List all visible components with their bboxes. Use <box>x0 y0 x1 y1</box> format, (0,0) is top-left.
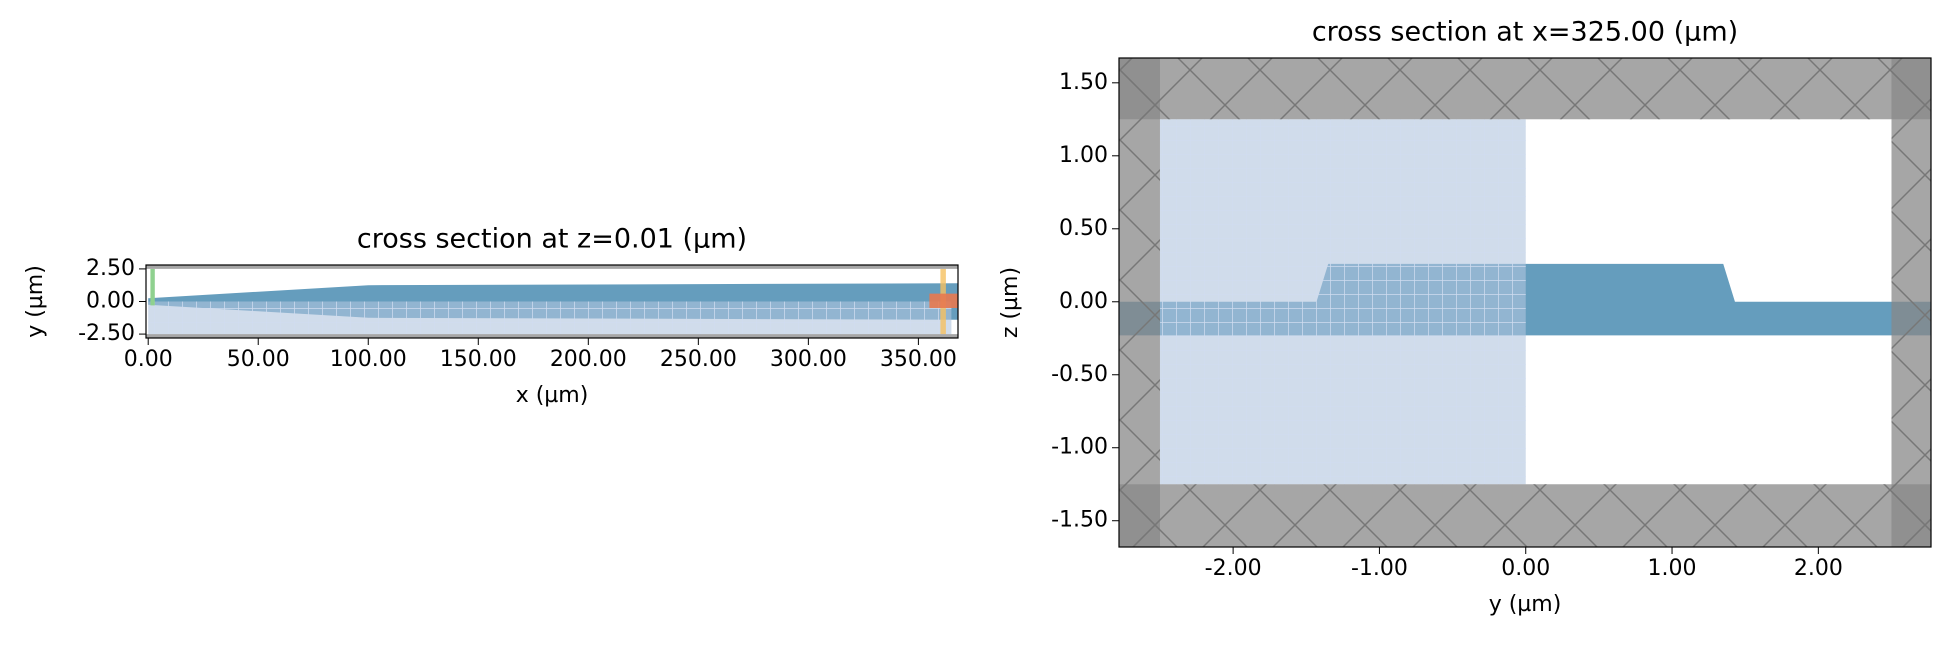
chart-title: cross section at x=325.00 (µm) <box>1312 17 1738 48</box>
x-tick-label: -1.00 <box>1351 556 1408 581</box>
axes-frame <box>1118 57 1932 548</box>
y-tick-label: 0.00 <box>1059 289 1108 314</box>
y-tick-label: -1.50 <box>1051 508 1108 533</box>
x-tick-label: 2.00 <box>1794 556 1843 581</box>
shape <box>929 293 958 309</box>
y-tick-label: 1.00 <box>1059 143 1108 168</box>
chart-title: cross section at z=0.01 (µm) <box>357 224 747 255</box>
x-tick-label: 0.00 <box>124 347 173 372</box>
shape-pattern <box>1119 58 1931 120</box>
x-axis-label: y (µm) <box>1489 592 1562 617</box>
shape-pattern <box>148 301 952 335</box>
x-tick-label: 1.00 <box>1648 556 1697 581</box>
x-tick-label: 0.00 <box>1501 556 1550 581</box>
shape-pattern <box>1159 119 1526 485</box>
y-tick-label: 0.50 <box>1059 216 1108 241</box>
x-tick-label: 300.00 <box>770 347 847 372</box>
plot-area <box>1119 58 1931 547</box>
x-tick-label: 50.00 <box>227 347 290 372</box>
y-tick-label: -2.50 <box>78 321 135 346</box>
x-tick-label: 100.00 <box>330 347 407 372</box>
x-tick-label: 250.00 <box>660 347 737 372</box>
y-tick-label: -1.00 <box>1051 435 1108 460</box>
y-axis-label: z (µm) <box>998 267 1023 338</box>
y-tick-label: -0.50 <box>1051 362 1108 387</box>
y-tick-label: 2.50 <box>86 256 135 281</box>
x-tick-label: 200.00 <box>550 347 627 372</box>
plot-area <box>146 265 958 338</box>
shape-pattern <box>1119 58 1160 547</box>
y-axis-label: y (µm) <box>23 265 48 338</box>
shape <box>150 268 155 306</box>
x-axis-label: x (µm) <box>516 383 589 408</box>
x-tick-label: -2.00 <box>1205 556 1262 581</box>
shape <box>146 334 958 338</box>
shape-pattern <box>1119 484 1931 547</box>
shape-pattern <box>1891 58 1931 547</box>
y-tick-label: 1.50 <box>1059 70 1108 95</box>
shape <box>146 265 958 269</box>
y-tick-label: 0.00 <box>86 289 135 314</box>
x-tick-label: 350.00 <box>880 347 957 372</box>
x-tick-label: 150.00 <box>440 347 517 372</box>
